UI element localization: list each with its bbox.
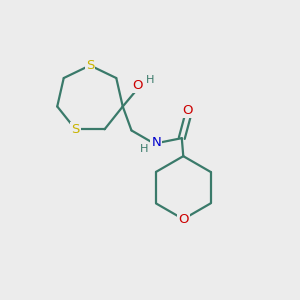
Text: N: N [152, 136, 161, 148]
Text: O: O [132, 79, 143, 92]
Text: O: O [178, 213, 188, 226]
Text: S: S [71, 123, 80, 136]
Text: H: H [146, 75, 155, 85]
Text: S: S [86, 59, 94, 72]
Text: H: H [140, 144, 148, 154]
Text: O: O [183, 104, 193, 117]
